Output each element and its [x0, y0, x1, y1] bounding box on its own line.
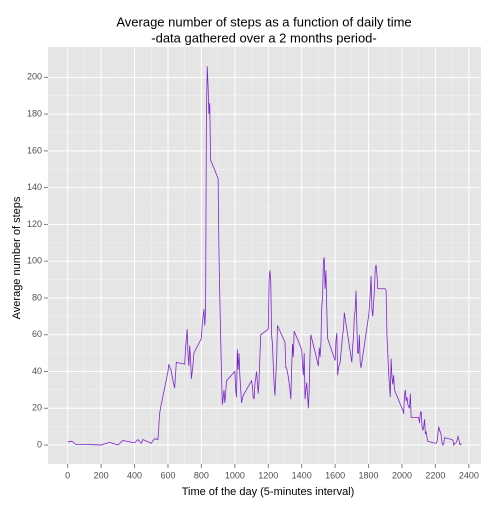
chart-title: Average number of steps as a function of…: [116, 14, 411, 29]
plot-panel: [48, 47, 481, 464]
x-tick-label: 1400: [292, 470, 312, 480]
y-tick-label: 80: [32, 292, 42, 302]
x-tick-label: 1800: [359, 470, 379, 480]
x-tick-label: 600: [160, 470, 175, 480]
y-tick-label: 100: [27, 256, 42, 266]
data-line: [67, 66, 462, 447]
y-tick-label: 140: [27, 182, 42, 192]
y-tick-label: 120: [27, 219, 42, 229]
y-tick-label: 20: [32, 403, 42, 413]
x-tick-label: 200: [94, 470, 109, 480]
y-tick-label: 0: [37, 439, 42, 449]
y-axis-label: Average number of steps: [11, 196, 23, 319]
x-tick-label: 2200: [425, 470, 445, 480]
x-axis-label: Time of the day (5-minutes interval): [182, 486, 355, 498]
x-tick-label: 800: [194, 470, 209, 480]
y-tick-label: 60: [32, 329, 42, 339]
y-tick-label: 40: [32, 366, 42, 376]
x-tick-label: 2400: [459, 470, 479, 480]
chart-subtitle: -data gathered over a 2 months period-: [151, 30, 376, 45]
x-tick-label: 1000: [225, 470, 245, 480]
x-tick-label: 1600: [325, 470, 345, 480]
x-tick-label: 400: [127, 470, 142, 480]
y-tick-label: 200: [27, 72, 42, 82]
x-tick-label: 1200: [258, 470, 278, 480]
y-tick-label: 160: [27, 145, 42, 155]
x-tick-label: 2000: [392, 470, 412, 480]
x-tick-label: 0: [65, 470, 70, 480]
y-tick-label: 180: [27, 108, 42, 118]
